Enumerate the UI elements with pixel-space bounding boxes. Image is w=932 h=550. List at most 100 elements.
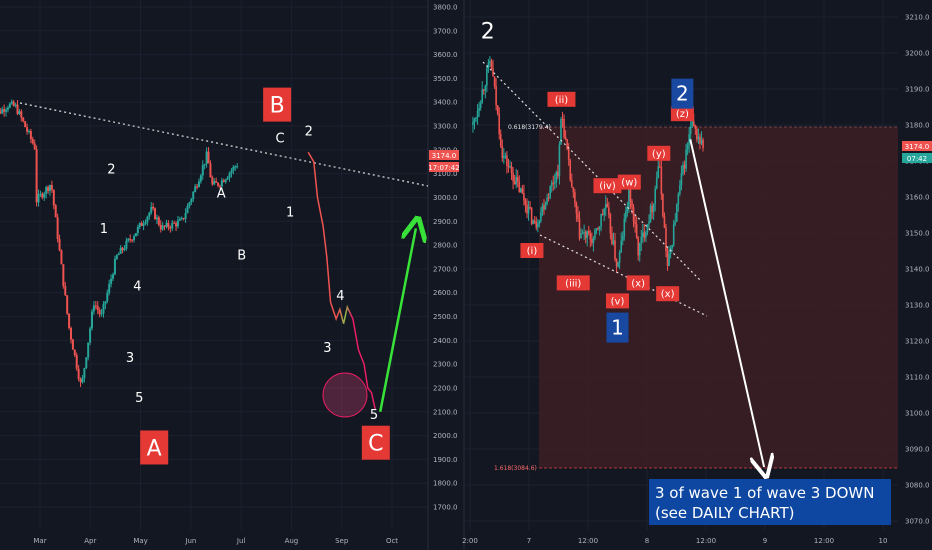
candle-body (92, 305, 95, 312)
left-price-axis: 3800.03700.03600.03500.03400.03300.03200… (433, 4, 458, 512)
candle-body (31, 138, 34, 144)
candle-body (560, 119, 562, 145)
candle-body (20, 111, 23, 118)
candle-body (199, 175, 202, 182)
right-wave-box (617, 174, 641, 190)
candle-body (165, 222, 168, 227)
candle-body (614, 240, 616, 260)
candle-body (603, 208, 606, 215)
candle-body (575, 202, 578, 214)
candle-body (224, 179, 227, 183)
candle-body (592, 238, 595, 244)
candle-body (486, 68, 488, 86)
candle-body (58, 238, 61, 251)
candle-body (155, 217, 158, 220)
candle-body (154, 208, 157, 220)
candle-body (22, 117, 25, 122)
candle-body (692, 121, 695, 126)
right-y-tick: 3160.0 (905, 194, 930, 202)
right-chart-panel: 0.618(3179.4) 1.618(3084.6) 2 (i) (ii) (iii… (462, 0, 932, 550)
candle-body (608, 207, 610, 215)
candle-body (597, 228, 599, 230)
candle-body (134, 233, 137, 237)
candle-body (475, 117, 477, 119)
candle-body (91, 311, 94, 329)
right-time-axis: 2:00 7 12:00 8 12:00 9 12:00 10 (462, 537, 887, 545)
candle-body (108, 283, 111, 293)
left-x-tick: Aug (285, 537, 299, 545)
candle-body (506, 155, 508, 166)
candle-body (479, 103, 482, 109)
right-channel-lower (539, 234, 708, 317)
left-trendline (19, 102, 429, 187)
candle-body (54, 205, 57, 218)
candle-body (490, 61, 493, 69)
candle-body (659, 166, 661, 168)
candle-body (131, 239, 134, 241)
right-last-price-badge (902, 141, 932, 151)
candle-body (205, 151, 208, 164)
candle-body (578, 218, 581, 239)
candle-body (96, 305, 99, 310)
candle-body (232, 166, 235, 171)
candle-body (3, 109, 6, 112)
candle-body (577, 213, 579, 219)
candle-body (574, 192, 576, 203)
right-y-tick: 3210.0 (905, 14, 930, 22)
left-time-axis: Mar Apr May Jun Jul Aug Sep Oct (33, 537, 398, 545)
candle-body (209, 163, 212, 178)
candle-body (563, 119, 565, 138)
candle-body (652, 203, 655, 213)
right-wave-label: (x) (661, 289, 675, 300)
left-y-tick: 1900.0 (433, 456, 458, 464)
candle-body (43, 193, 46, 198)
candle-body (566, 139, 568, 149)
candle-body (75, 355, 78, 369)
candle-body (473, 118, 476, 122)
candle-body (136, 227, 139, 234)
fibonacci-target-zone (539, 127, 898, 468)
candle-body (201, 165, 204, 176)
candle-body (649, 205, 652, 223)
candle-body (148, 212, 151, 217)
candle-body (601, 213, 604, 215)
candle-body (1, 109, 4, 114)
candle-body (648, 222, 650, 225)
candle-body (503, 156, 505, 159)
candle-body (640, 236, 643, 243)
candle-body (623, 218, 626, 237)
left-x-tick: Jul (236, 537, 246, 545)
left-y-tick: 3300.0 (433, 123, 458, 131)
right-y-tick: 3200.0 (905, 50, 930, 58)
fib-level-0618-label: 0.618(3179.4) (508, 124, 551, 131)
candle-body (682, 164, 684, 174)
right-wave-label: (iv) (599, 181, 616, 192)
candle-body (521, 188, 524, 194)
candle-body (207, 151, 210, 164)
candle-body (587, 230, 590, 234)
candle-body (547, 197, 550, 199)
left-price-badges: 3174.0 17:07:42 (428, 150, 460, 172)
candle-body (567, 148, 570, 160)
right-wave-box (647, 145, 671, 161)
right-y-tick: 3130.0 (905, 302, 930, 310)
candle-body (218, 185, 221, 187)
right-wave-label: (y) (652, 149, 666, 160)
left-y-tick: 2900.0 (433, 218, 458, 226)
candle-body (37, 194, 40, 203)
candle-body (625, 210, 627, 219)
left-last-price-text: 3174.0 (432, 152, 457, 160)
candle-body (537, 224, 539, 228)
candle-body (527, 206, 530, 214)
candle-body (188, 202, 191, 207)
left-wave-label: 4 (336, 289, 344, 304)
candle-body (182, 218, 185, 220)
candle-body (696, 128, 698, 140)
candle-body (635, 224, 638, 238)
candle-body (618, 252, 621, 263)
candle-body (12, 101, 15, 106)
right-y-tick: 3120.0 (905, 338, 930, 346)
candle-body (516, 177, 519, 182)
